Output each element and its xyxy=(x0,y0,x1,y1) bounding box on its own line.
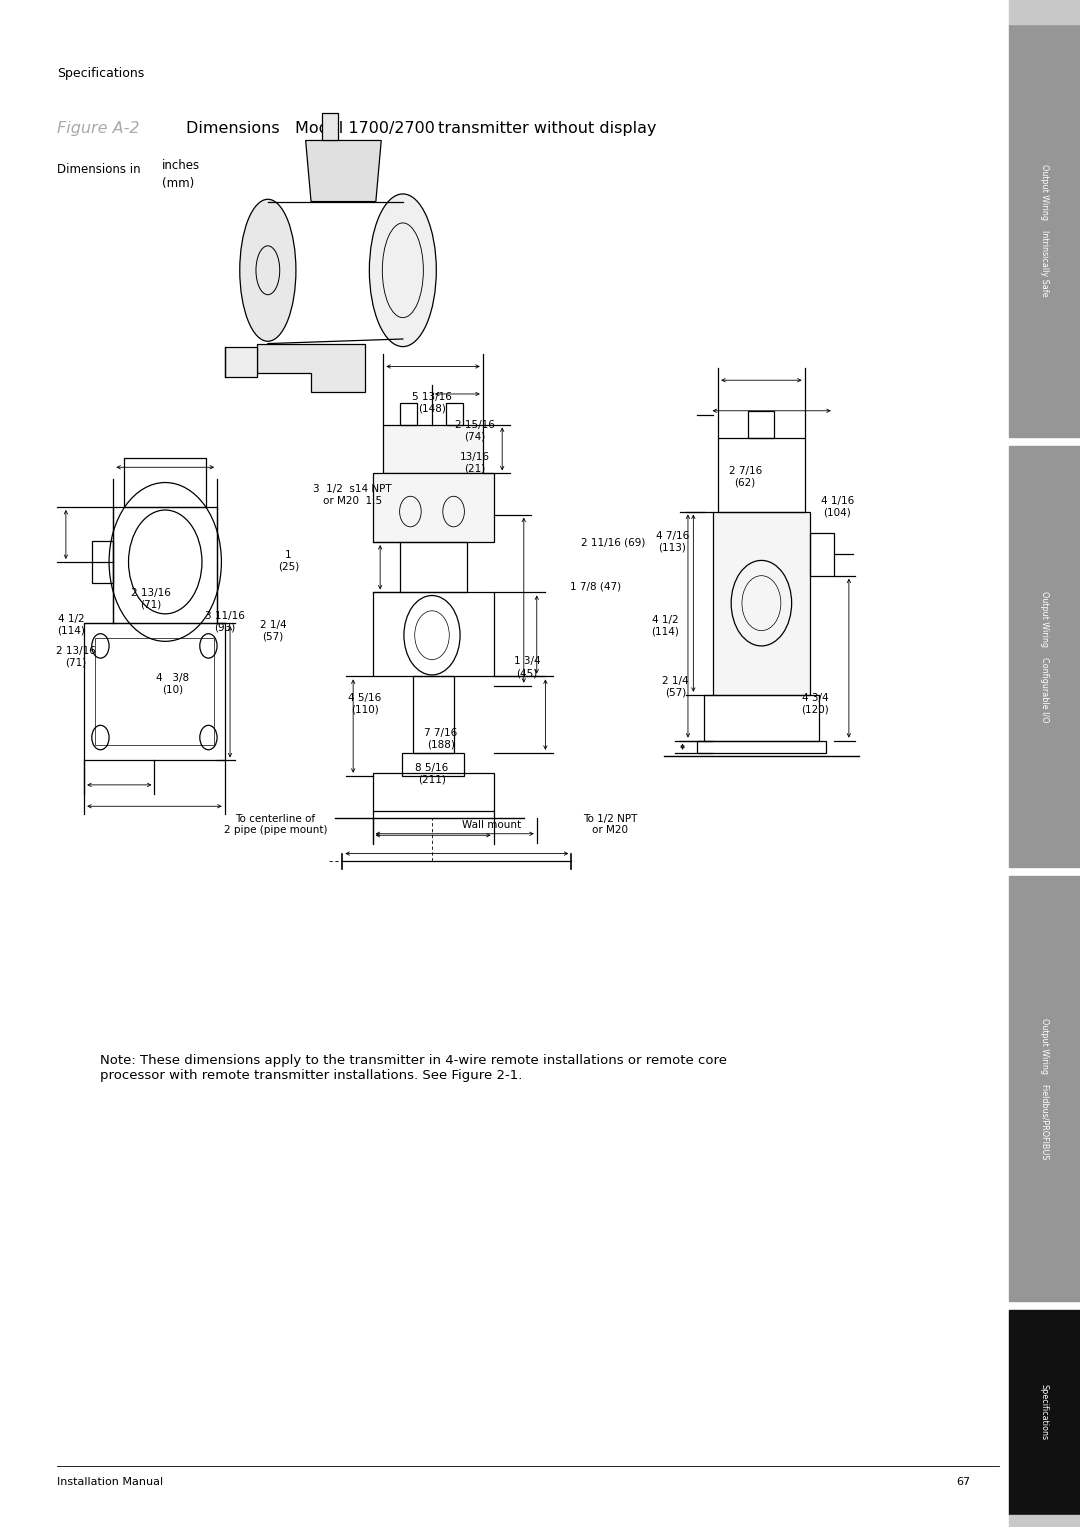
Text: 4 3/4
(120): 4 3/4 (120) xyxy=(801,693,829,715)
Text: 4 7/16
(113): 4 7/16 (113) xyxy=(656,531,689,553)
Bar xyxy=(400,542,467,592)
Text: Installation Manual: Installation Manual xyxy=(57,1477,163,1487)
Text: 2 7/16
(62): 2 7/16 (62) xyxy=(729,466,761,487)
Text: 2 13/16
(71): 2 13/16 (71) xyxy=(56,646,95,667)
Bar xyxy=(713,512,810,695)
Text: Output Wiring    Fieldbus/PROFIBUS: Output Wiring Fieldbus/PROFIBUS xyxy=(1040,1019,1049,1159)
Text: 3  1/2  s14 NPT
or M20  1.5: 3 1/2 s14 NPT or M20 1.5 xyxy=(313,484,392,505)
Bar xyxy=(225,347,257,377)
Text: 2 11/16 (69): 2 11/16 (69) xyxy=(581,538,646,547)
Bar xyxy=(124,458,206,507)
Bar xyxy=(400,403,417,425)
Bar xyxy=(718,438,805,512)
Bar xyxy=(402,753,464,776)
Bar xyxy=(810,533,834,576)
Text: 2 1/4
(57): 2 1/4 (57) xyxy=(662,676,689,698)
Text: 4 1/2
(114): 4 1/2 (114) xyxy=(57,614,85,635)
Text: (mm): (mm) xyxy=(162,177,194,191)
Text: Specifications: Specifications xyxy=(1040,1385,1049,1440)
Text: 1 7/8 (47): 1 7/8 (47) xyxy=(570,582,621,591)
Text: 2 1/4
(57): 2 1/4 (57) xyxy=(260,620,286,641)
Bar xyxy=(92,541,113,583)
Text: Dimensions   Model 1700/2700 transmitter without display: Dimensions Model 1700/2700 transmitter w… xyxy=(186,121,657,136)
Bar xyxy=(1009,1310,1080,1515)
Bar xyxy=(1009,1515,1080,1527)
Text: 5 13/16
(148): 5 13/16 (148) xyxy=(413,392,451,414)
Text: 1 3/4
(45): 1 3/4 (45) xyxy=(514,657,540,678)
Bar xyxy=(95,638,214,745)
Bar xyxy=(84,623,225,760)
Text: 4 1/16
(104): 4 1/16 (104) xyxy=(821,496,854,518)
Text: Specifications: Specifications xyxy=(57,67,145,81)
Polygon shape xyxy=(306,140,381,202)
Text: 4 1/2
(114): 4 1/2 (114) xyxy=(651,615,679,637)
Ellipse shape xyxy=(369,194,436,347)
Text: Figure A-2: Figure A-2 xyxy=(57,121,139,136)
Text: 2 13/16
(71): 2 13/16 (71) xyxy=(132,588,171,609)
Bar xyxy=(446,403,463,425)
Text: 1
(25): 1 (25) xyxy=(278,550,299,571)
Text: Wall mount: Wall mount xyxy=(462,820,521,829)
Text: Dimensions in: Dimensions in xyxy=(57,163,140,177)
Bar xyxy=(1009,24,1080,437)
Bar xyxy=(1009,0,1080,24)
Text: 7 7/16
(188): 7 7/16 (188) xyxy=(424,728,457,750)
Text: 8 5/16
(211): 8 5/16 (211) xyxy=(416,764,448,785)
Bar xyxy=(1009,876,1080,1301)
Text: 4   3/8
(10): 4 3/8 (10) xyxy=(157,673,189,695)
Bar xyxy=(113,507,217,623)
Bar xyxy=(1009,446,1080,867)
Bar xyxy=(373,773,494,811)
Text: To centerline of
2 pipe (pipe mount): To centerline of 2 pipe (pipe mount) xyxy=(224,814,327,835)
Text: To 1/2 NPT
or M20: To 1/2 NPT or M20 xyxy=(583,814,637,835)
Bar xyxy=(373,473,494,542)
Bar xyxy=(748,411,774,438)
Text: Note: These dimensions apply to the transmitter in 4-wire remote installations o: Note: These dimensions apply to the tran… xyxy=(100,1054,728,1081)
Text: inches: inches xyxy=(162,159,200,173)
Text: 67: 67 xyxy=(956,1477,970,1487)
Bar xyxy=(697,741,826,753)
Text: 2 15/16
(74): 2 15/16 (74) xyxy=(456,420,495,441)
Text: 3 11/16
(93): 3 11/16 (93) xyxy=(205,611,245,632)
Bar xyxy=(704,695,819,741)
Bar xyxy=(413,676,454,753)
Bar xyxy=(322,113,338,140)
Ellipse shape xyxy=(240,199,296,341)
Bar xyxy=(383,425,483,473)
Text: 13/16
(21): 13/16 (21) xyxy=(460,452,490,473)
Bar xyxy=(373,592,494,676)
Text: 4 5/16
(110): 4 5/16 (110) xyxy=(349,693,381,715)
Text: Output Wiring    Intrinsically Safe: Output Wiring Intrinsically Safe xyxy=(1040,165,1049,296)
Polygon shape xyxy=(257,344,365,392)
Text: Output Wiring    Configurable I/O: Output Wiring Configurable I/O xyxy=(1040,591,1049,722)
